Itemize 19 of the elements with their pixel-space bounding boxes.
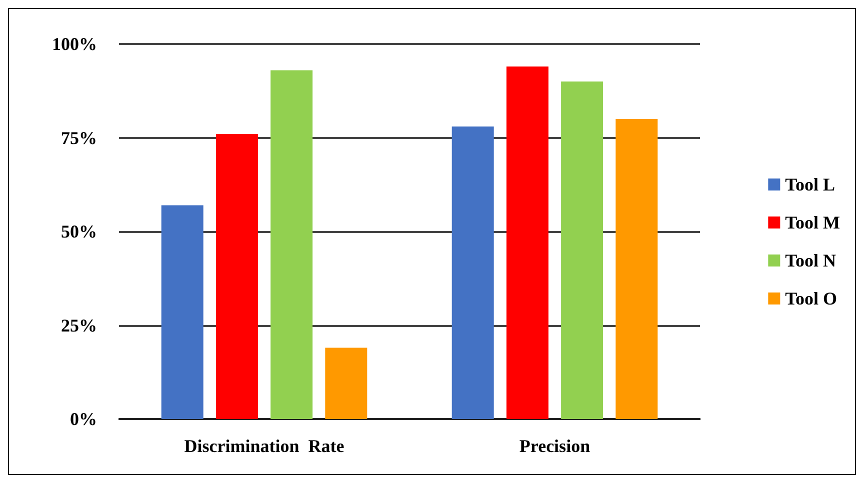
- legend-label: Tool O: [785, 288, 838, 308]
- bar: [270, 70, 313, 419]
- bar: [216, 134, 258, 419]
- bar: [616, 119, 658, 419]
- y-tick-label: 50%: [61, 222, 97, 242]
- bar: [161, 205, 204, 419]
- bar: [452, 126, 494, 419]
- y-tick-label: 25%: [61, 315, 97, 336]
- bar: [325, 348, 368, 419]
- y-tick-label: 100%: [52, 34, 97, 54]
- x-tick-label: Precision: [519, 436, 590, 456]
- x-tick-label: Discrimination Rate: [184, 436, 344, 456]
- legend-label: Tool N: [785, 250, 836, 270]
- legend-label: Tool L: [785, 174, 836, 194]
- bar: [561, 82, 604, 419]
- bar: [506, 66, 548, 419]
- legend-label: Tool M: [785, 212, 840, 232]
- y-tick-label: 0%: [70, 409, 97, 429]
- y-tick-label: 75%: [61, 128, 97, 148]
